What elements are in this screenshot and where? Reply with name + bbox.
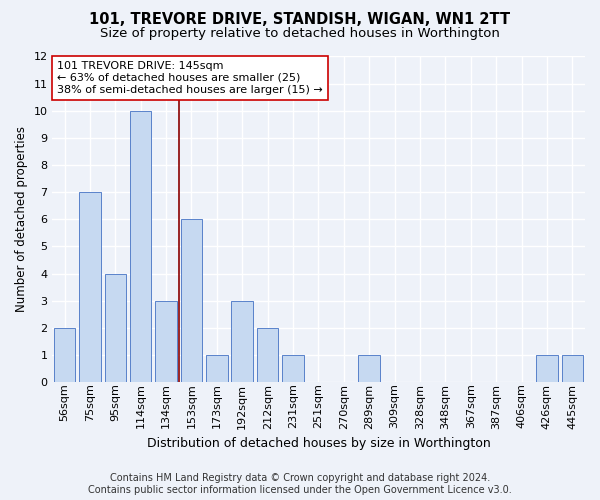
- Bar: [562, 355, 583, 382]
- Bar: [282, 355, 304, 382]
- Bar: [181, 220, 202, 382]
- Bar: [358, 355, 380, 382]
- Bar: [232, 300, 253, 382]
- Text: 101 TREVORE DRIVE: 145sqm
← 63% of detached houses are smaller (25)
38% of semi-: 101 TREVORE DRIVE: 145sqm ← 63% of detac…: [57, 62, 323, 94]
- Bar: [130, 111, 151, 382]
- Bar: [155, 300, 177, 382]
- Bar: [536, 355, 558, 382]
- Bar: [54, 328, 76, 382]
- Bar: [104, 274, 126, 382]
- Bar: [206, 355, 227, 382]
- Bar: [257, 328, 278, 382]
- Y-axis label: Number of detached properties: Number of detached properties: [15, 126, 28, 312]
- Text: 101, TREVORE DRIVE, STANDISH, WIGAN, WN1 2TT: 101, TREVORE DRIVE, STANDISH, WIGAN, WN1…: [89, 12, 511, 28]
- Text: Size of property relative to detached houses in Worthington: Size of property relative to detached ho…: [100, 28, 500, 40]
- Bar: [79, 192, 101, 382]
- X-axis label: Distribution of detached houses by size in Worthington: Distribution of detached houses by size …: [146, 437, 490, 450]
- Text: Contains HM Land Registry data © Crown copyright and database right 2024.
Contai: Contains HM Land Registry data © Crown c…: [88, 474, 512, 495]
